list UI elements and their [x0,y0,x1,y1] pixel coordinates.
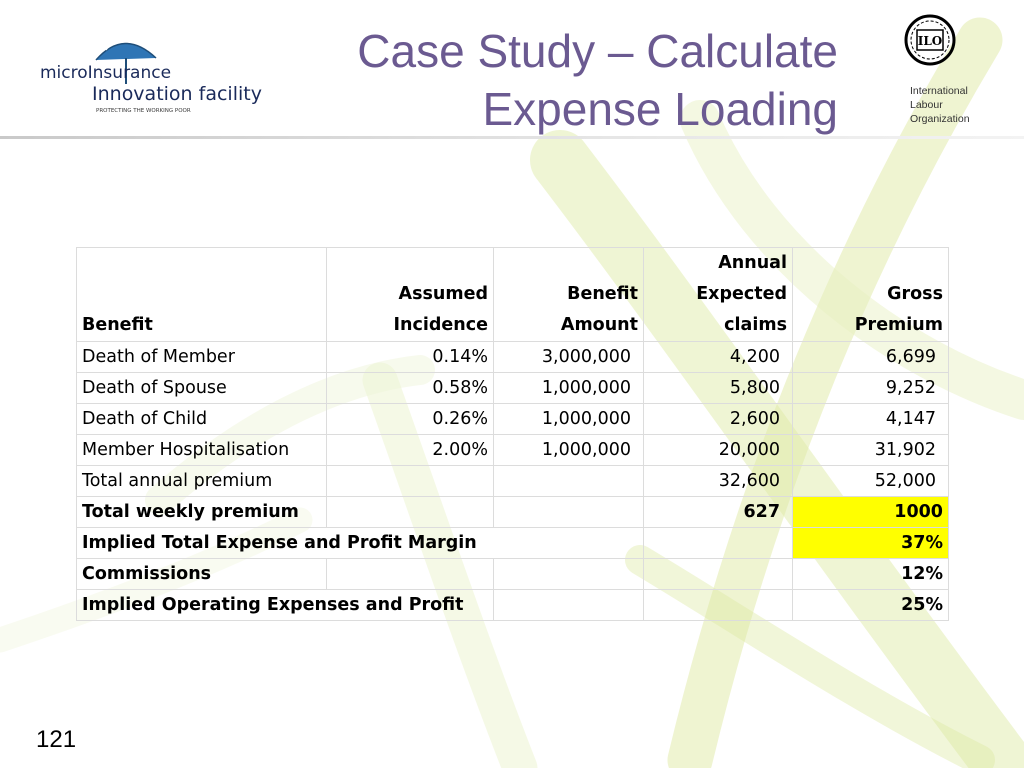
slide-number: 121 [36,726,77,753]
cell-amount [493,496,644,528]
table-row: Death of Child 0.26% 1,000,000 2,600 4,1… [76,403,949,435]
summary-empty-cell [643,558,793,590]
table-row-total-annual: Total annual premium 32,600 52,000 [76,465,949,497]
cell-benefit: Death of Member [76,341,327,373]
microinsurance-logo: microInsurance Innovation facility PROTE… [40,37,262,114]
summary-label: Implied Total Expense and Profit Margin [76,527,644,559]
expense-table: Benefit Assumed Incidence Benefit Amount A… [76,247,949,621]
cell-amount [493,465,644,497]
summary-value-highlight: 37% [792,527,949,559]
svg-text:Innovation facility: Innovation facility [92,83,262,105]
cell-claims: 4,200 [643,341,793,373]
summary-empty-cell [326,558,494,590]
summary-value: 25% [792,589,949,621]
summary-empty-cell [643,589,793,621]
ilo-name: International Labour Organization [910,85,970,125]
cell-amount: 1,000,000 [493,372,644,404]
col-header-benefit: Benefit [76,247,327,342]
svg-text:ILO: ILO [918,34,943,48]
cell-benefit: Member Hospitalisation [76,434,327,466]
cell-claims: 5,800 [643,372,793,404]
ilo-logo: ILO [904,14,956,66]
summary-row: Implied Operating Expenses and Profit 25… [76,589,949,621]
svg-text:PROTECTING THE WORKING POOR: PROTECTING THE WORKING POOR [96,108,191,114]
col-header-amount: Benefit Amount [493,247,644,342]
cell-premium: 6,699 [792,341,949,373]
cell-benefit: Total annual premium [76,465,327,497]
cell-claims: 32,600 [643,465,793,497]
cell-premium: 31,902 [792,434,949,466]
summary-label: Implied Operating Expenses and Profit [76,589,494,621]
cell-incidence [326,496,494,528]
col-header-premium: Gross Premium [792,247,949,342]
ilo-emblem-icon: ILO [904,14,956,66]
table-row: Member Hospitalisation 2.00% 1,000,000 2… [76,434,949,466]
page-title: Case Study – Calculate Expense Loading [357,25,838,135]
col-header-incidence: Assumed Incidence [326,247,494,342]
svg-text:microInsurance: microInsurance [40,63,171,83]
table-row: Death of Spouse 0.58% 1,000,000 5,800 9,… [76,372,949,404]
cell-incidence [326,465,494,497]
cell-premium: 9,252 [792,372,949,404]
col-header-claims: Annual Expected claims [643,247,793,342]
cell-incidence: 0.26% [326,403,494,435]
summary-empty-cell [493,589,644,621]
summary-row: Implied Total Expense and Profit Margin … [76,527,949,559]
cell-benefit: Death of Child [76,403,327,435]
cell-premium-highlight: 1000 [792,496,949,528]
summary-row: Commissions 12% [76,558,949,590]
cell-claims: 627 [643,496,793,528]
table-row-total-weekly: Total weekly premium 627 1000 [76,496,949,528]
summary-empty-cell [493,558,644,590]
summary-label: Commissions [76,558,327,590]
cell-benefit: Death of Spouse [76,372,327,404]
table-row: Death of Member 0.14% 3,000,000 4,200 6,… [76,341,949,373]
summary-value: 12% [792,558,949,590]
cell-claims: 2,600 [643,403,793,435]
cell-amount: 1,000,000 [493,434,644,466]
cell-premium: 52,000 [792,465,949,497]
cell-incidence: 0.58% [326,372,494,404]
summary-empty-cell [643,527,793,559]
cell-claims: 20,000 [643,434,793,466]
cell-amount: 1,000,000 [493,403,644,435]
cell-incidence: 0.14% [326,341,494,373]
umbrella-logo-icon [95,37,157,84]
header-rule [0,136,1024,139]
cell-amount: 3,000,000 [493,341,644,373]
cell-premium: 4,147 [792,403,949,435]
table-header-row: Benefit Assumed Incidence Benefit Amount A… [76,247,949,342]
cell-benefit: Total weekly premium [76,496,327,528]
cell-incidence: 2.00% [326,434,494,466]
